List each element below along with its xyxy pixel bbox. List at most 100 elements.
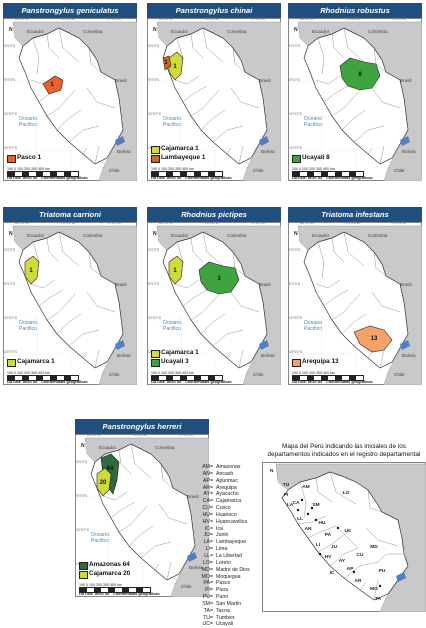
- scale-ticks: 100 0 100 200 300 400 km: [79, 583, 122, 587]
- department-boundary: [212, 329, 244, 347]
- ocean-label-line2: Pacifico: [18, 326, 38, 332]
- department-boundary: [331, 237, 345, 263]
- department-boundary: [58, 27, 80, 63]
- abbreviation-code: CU=: [202, 505, 213, 512]
- department-boundary: [86, 291, 116, 313]
- species-map-panel: Panstrongylus chinai 1 1 80°0'0"W 75°0'0"W 70…: [147, 3, 281, 181]
- latitude-label: 0°0'0"S: [76, 460, 88, 464]
- department-name: Pasco: [216, 580, 231, 587]
- department-name: Apurimac: [216, 477, 238, 484]
- country-label-bolivia: Bolivia: [117, 353, 131, 358]
- country-label-colombia: Colombia: [368, 233, 388, 238]
- species-map-panel: Triatoma infestans 13 80°0'0"W 75°0'0"W 70°0…: [288, 207, 422, 385]
- department-boundary: [367, 147, 373, 155]
- legend-swatch: [151, 146, 160, 154]
- record-point: [300, 498, 304, 502]
- ocean-label: Oceano Pacifico: [13, 116, 43, 128]
- coordinate-system-label: Coordenadas geográficas: [185, 176, 232, 180]
- longitude-label: 75°0'0"W: [133, 433, 147, 437]
- department-region-ar: [353, 325, 393, 353]
- department-boundary: [118, 449, 132, 475]
- department-abbreviation-list: AM= Amazonas AN= Ancash AP= Apurimac AR= Arequi…: [194, 464, 264, 628]
- lake-titicaca: [400, 340, 410, 350]
- department-boundary: [371, 291, 401, 313]
- department-boundary: [190, 89, 220, 117]
- legend-label: Pasco 1: [17, 154, 42, 161]
- lake-titicaca: [259, 340, 269, 350]
- latitude-label: 5°0'0"S: [76, 494, 88, 498]
- department-boundary: [174, 75, 200, 85]
- department-boundary: [367, 489, 383, 513]
- north-arrow-icon: N: [9, 27, 13, 33]
- department-boundary: [174, 279, 200, 289]
- department-boundary: [182, 85, 208, 103]
- longitude-label: 80°0'0"W: [87, 433, 101, 437]
- ocean-label-line1: Oceano: [90, 532, 110, 538]
- department-boundary: [379, 145, 385, 165]
- department-boundary: [68, 329, 100, 347]
- lake-titicaca: [396, 572, 406, 582]
- department-boundary: [323, 85, 349, 103]
- longitude-label: 75°0'0"W: [346, 17, 360, 21]
- department-name: Piura: [216, 587, 229, 594]
- abbreviation-code: LL=: [204, 552, 213, 559]
- peru-map-title: Mapa del Perú indicando las iniciales de…: [267, 443, 421, 458]
- north-arrow-icon: N: [153, 27, 157, 33]
- legend-label: Cajamarca 20: [89, 570, 131, 577]
- department-code-label: PA: [325, 532, 332, 538]
- ocean-label-line1: Oceano: [18, 320, 38, 326]
- abbreviation-code: AM=: [202, 464, 213, 470]
- department-code-label: SM: [312, 502, 319, 508]
- department-code-label: AR: [355, 578, 362, 584]
- record-point: [336, 526, 340, 530]
- department-code-label: CA: [293, 500, 300, 506]
- scale-ticks: 100 0 100 200 300 400 km: [7, 371, 50, 375]
- department-boundary: [315, 279, 341, 289]
- department-code-label: JU: [331, 544, 338, 550]
- department-boundary: [110, 501, 136, 519]
- department-boundary: [238, 145, 244, 165]
- ocean-label-line1: Oceano: [303, 320, 323, 326]
- country-label-bolivia: Bolivia: [261, 353, 275, 358]
- department-boundary: [341, 109, 367, 131]
- country-label-chile: Chile: [253, 372, 264, 377]
- region-count-label: 1: [173, 268, 177, 274]
- department-name: Puno: [216, 594, 229, 601]
- datum-label: DATUM: WGS 84: [151, 176, 182, 180]
- scale-bar: [79, 587, 151, 593]
- lake-titicaca: [400, 136, 410, 146]
- panel-title: Panstrongylus herreri: [75, 419, 209, 434]
- department-name: Ica: [216, 525, 223, 532]
- abbreviation-code: MO=: [201, 573, 213, 580]
- region-count-label: 1: [29, 268, 33, 274]
- abbreviation-code: UC=: [202, 621, 213, 628]
- department-boundary: [331, 293, 361, 321]
- country-label-bolivia: Bolivia: [261, 149, 275, 154]
- department-boundary: [86, 87, 116, 109]
- latitude-label: 5°0'0"S: [148, 282, 160, 286]
- datum-label: DATUM: WGS 84: [79, 592, 110, 596]
- legend-label: Lambayeque 1: [161, 154, 206, 161]
- distribution-map: 1 3 80°0'0"W 75°0'0"W 70°0'0"W 0°0'0"S 5°0'0"S…: [147, 221, 281, 385]
- latitude-label: 5°0'0"S: [4, 282, 16, 286]
- abbreviation-code: IC=: [204, 525, 213, 532]
- department-boundary: [56, 313, 82, 335]
- region-count-label: 64: [107, 466, 114, 472]
- country-label-brasil: Brasil: [400, 78, 412, 83]
- legend-swatch: [151, 155, 160, 163]
- longitude-label: 80°0'0"W: [300, 17, 314, 21]
- longitude-label: 70°0'0"W: [107, 17, 121, 21]
- country-label-ecuador: Ecuador: [312, 233, 330, 238]
- latitude-label: 15°0'0"S: [289, 350, 303, 354]
- department-name: Tumbes: [216, 614, 235, 621]
- datum-label: DATUM: WGS 84: [151, 380, 182, 384]
- department-boundary: [299, 481, 307, 519]
- abbreviation-row: PA= Pasco: [194, 580, 264, 587]
- latitude-label: 10°0'0"S: [4, 112, 18, 116]
- north-arrow-icon: N: [294, 27, 298, 33]
- latitude-label: 5°0'0"S: [289, 282, 301, 286]
- abbreviation-row: AR= Arequipa: [194, 485, 264, 492]
- record-point: [314, 518, 318, 522]
- department-code-label: LL: [297, 516, 303, 522]
- department-boundary: [297, 515, 327, 525]
